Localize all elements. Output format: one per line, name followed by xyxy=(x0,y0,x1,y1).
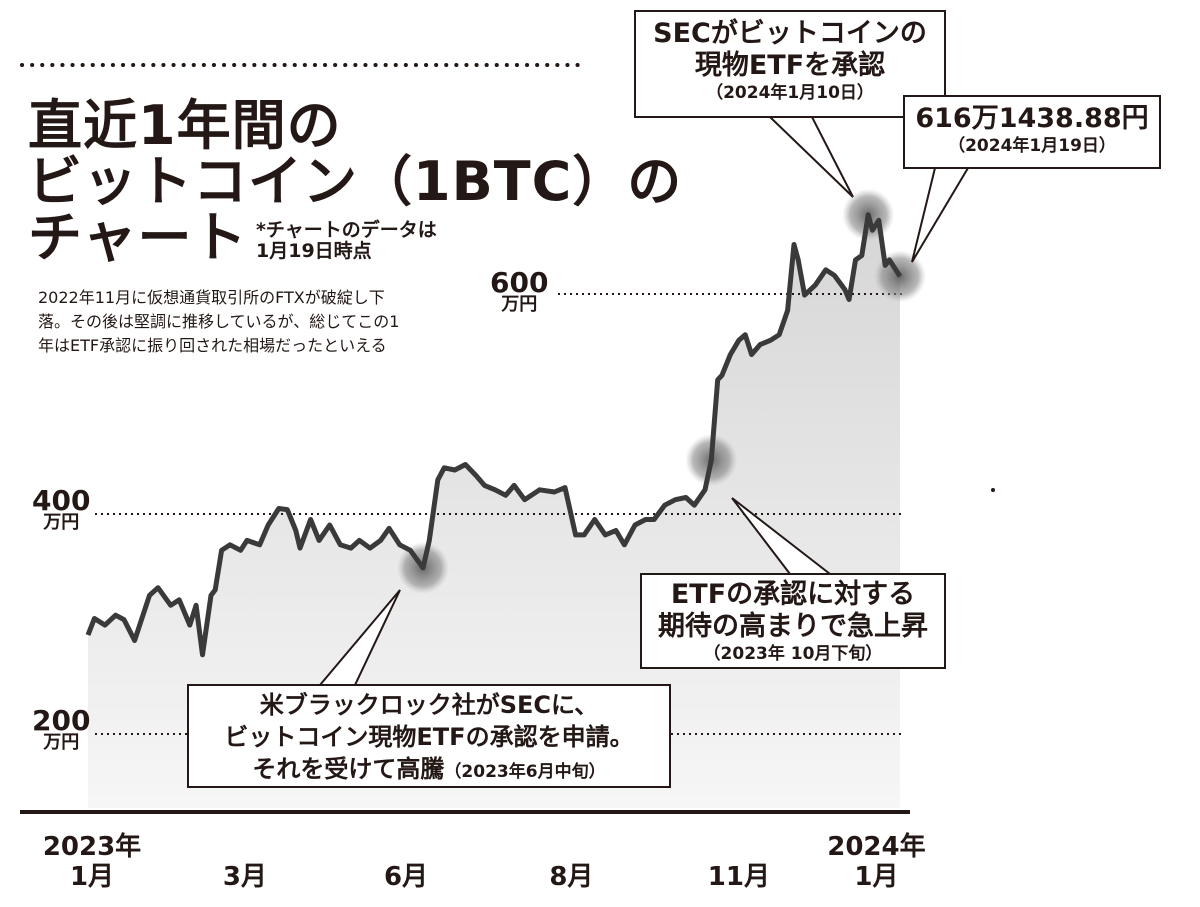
y-tick-unit: 万円 xyxy=(43,512,80,533)
callout-text: 現物ETFを承認 xyxy=(694,50,886,81)
callout-date: （2024年1月19日） xyxy=(948,136,1116,156)
y-tick-600: 600 万円 xyxy=(490,266,549,316)
y-tick-400: 400 万円 xyxy=(32,484,91,534)
y-tick-value: 400 xyxy=(32,484,91,517)
title-line: 直近1年間の xyxy=(28,94,342,157)
x-tick-month: 8月 xyxy=(549,862,594,892)
etf-expectation-callout: ETFの承認に対する 期待の高まりで急上昇 （2023年 10月下旬） xyxy=(640,573,946,669)
y-tick-200: 200 万円 xyxy=(32,704,91,754)
callout-text: ビットコイン現物ETFの承認を申請。 xyxy=(224,723,634,751)
callout-date: （2023年6月中旬） xyxy=(444,762,606,782)
y-tick-unit: 万円 xyxy=(43,732,80,753)
y-tick-unit: 万円 xyxy=(501,294,538,315)
sec-callout-pointer xyxy=(767,116,854,198)
data-note: *チャートのデータは 1月19日時点 xyxy=(256,220,437,262)
note-line: *チャートのデータは xyxy=(256,219,437,241)
x-tick-label: 3月 xyxy=(223,862,267,892)
x-tick-label: 8月 xyxy=(549,862,593,892)
price-line xyxy=(85,212,903,658)
price-callout: 616万1438.88円 （2024年1月19日） xyxy=(903,95,1161,169)
x-tick-year: 2023年 xyxy=(42,832,142,862)
x-tick-label: 6月 xyxy=(384,862,428,892)
price-callout-pointer xyxy=(911,167,970,263)
x-tick-label: 2023年 1月 xyxy=(43,832,141,892)
chart-title: 直近1年間の ビットコイン（1BTC）の チャート xyxy=(28,98,682,266)
x-tick-month: 3月 xyxy=(222,862,267,892)
callout-text: 616万1438.88円 xyxy=(915,103,1149,134)
callout-date: （2024年1月10日） xyxy=(706,83,874,103)
callout-text: SECがビットコインの xyxy=(653,18,927,49)
description: 2022年11月に仮想通貨取引所のFTXが破綻し下落。その後は堅調に推移している… xyxy=(38,288,400,355)
title-line: チャート xyxy=(28,206,248,269)
sec-approval-callout: SECがビットコインの 現物ETFを承認 （2024年1月10日） xyxy=(634,10,946,118)
x-tick-month: 11月 xyxy=(707,862,770,892)
y-tick-value: 600 xyxy=(490,266,549,299)
callout-text: ETFの承認に対する xyxy=(670,579,916,610)
x-tick-month: 6月 xyxy=(383,862,429,892)
callout-text: それを受けて高騰 xyxy=(252,755,445,783)
blackrock-callout: 米ブラックロック社がSECに、 ビットコイン現物ETFの承認を申請。 それを受け… xyxy=(187,684,671,788)
x-tick-year: 2024年 xyxy=(827,832,926,862)
callout-text: 米ブラックロック社がSECに、 xyxy=(259,691,599,719)
callout-text: 期待の高まりで急上昇 xyxy=(658,611,928,642)
x-tick-label: 11月 xyxy=(708,862,770,892)
x-tick-month: 1月 xyxy=(854,862,899,892)
x-tick-label: 2024年 1月 xyxy=(827,832,925,892)
y-tick-value: 200 xyxy=(32,704,91,737)
title-line: ビットコイン（1BTC）の xyxy=(28,150,683,213)
x-tick-month: 1月 xyxy=(69,862,115,892)
stray-dot xyxy=(991,488,995,492)
callout-date: （2023年 10月下旬） xyxy=(703,644,883,664)
note-line: 1月19日時点 xyxy=(256,240,372,262)
